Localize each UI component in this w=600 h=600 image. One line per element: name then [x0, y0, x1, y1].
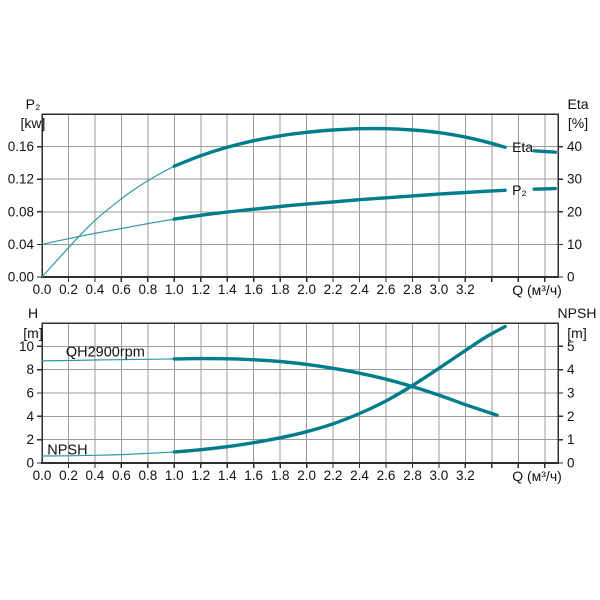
left-axis-title: [kw]	[21, 115, 46, 131]
annotation-npsh: NPSH	[47, 443, 87, 459]
right-tick-label: 30	[567, 172, 582, 187]
x-tick-label: 0.0	[33, 468, 52, 483]
left-tick-label: 8	[26, 362, 34, 377]
h-curve	[172, 356, 499, 417]
x-tick-label: 1.2	[191, 468, 210, 483]
x-tick-label: 0.2	[59, 282, 78, 297]
eta-curve-label: Eta	[512, 139, 533, 155]
right-tick-label: 4	[567, 362, 575, 377]
left-tick-label: 4	[26, 409, 34, 424]
left-tick-label: 0.08	[8, 204, 34, 219]
x-axis-title: Q (м³/ч)	[512, 282, 562, 298]
x-tick-label: 0.2	[59, 468, 78, 483]
x-tick-label: 2.8	[403, 282, 422, 297]
plot-border	[41, 113, 559, 278]
p2-curve-tail	[532, 186, 558, 191]
x-tick-label: 0.8	[138, 282, 157, 297]
x-tick-label: 0.6	[112, 468, 131, 483]
npsh-curve	[172, 324, 507, 454]
x-tick-label: 1.0	[165, 468, 184, 483]
p2-curve-label: P₂	[512, 182, 527, 198]
x-tick-label: 2.2	[324, 468, 343, 483]
x-tick-label: 2.6	[377, 282, 396, 297]
right-axis-title: [%]	[568, 115, 588, 131]
eta-curve-thin	[41, 165, 175, 278]
x-tick-label: 1.2	[191, 282, 210, 297]
x-tick-label: 2.4	[350, 282, 369, 297]
x-tick-label: 0.0	[33, 282, 52, 297]
x-tick-label: 3.0	[430, 282, 449, 297]
right-tick-label: 2	[567, 409, 575, 424]
left-tick-label: 0.00	[8, 270, 34, 285]
eta-curve-tail	[532, 149, 558, 154]
x-tick-label: 0.4	[86, 282, 105, 297]
x-tick-label: 2.8	[403, 468, 422, 483]
left-tick-label: 0.04	[8, 237, 35, 252]
left-axis-title: [m]	[23, 325, 42, 341]
left-tick-label: 10	[19, 339, 34, 354]
annotation-qh2900rpm: QH2900rpm	[66, 344, 145, 360]
x-tick-label: 1.6	[244, 282, 263, 297]
right-axis-title: NPSH	[558, 305, 597, 321]
x-axis-title: Q (м³/ч)	[512, 468, 562, 484]
x-tick-label: 3.0	[430, 468, 449, 483]
right-tick-label: 3	[567, 386, 575, 401]
eta-curve	[172, 126, 507, 168]
x-tick-label: 1.8	[271, 468, 290, 483]
x-tick-label: 2.0	[297, 468, 316, 483]
x-tick-label: 1.4	[218, 468, 237, 483]
right-axis-title: [m]	[567, 325, 586, 341]
npsh-curve-thin	[41, 451, 175, 457]
left-tick-label: 2	[26, 432, 34, 447]
x-tick-label: 1.4	[218, 282, 237, 297]
right-axis-title: Eta	[567, 96, 588, 112]
left-tick-label: 0.16	[8, 139, 34, 154]
x-tick-label: 2.4	[350, 468, 369, 483]
x-tick-label: 0.4	[86, 468, 105, 483]
p2-curve	[172, 188, 507, 221]
x-tick-label: 0.6	[112, 282, 131, 297]
h-curve-thin	[41, 358, 175, 362]
left-tick-label: 6	[26, 386, 34, 401]
x-tick-label: 3.2	[456, 282, 475, 297]
left-tick-label: 0.12	[8, 172, 34, 187]
x-tick-label: 1.6	[244, 468, 263, 483]
x-tick-label: 3.2	[456, 468, 475, 483]
right-tick-label: 1	[567, 432, 575, 447]
right-tick-label: 0	[567, 270, 575, 285]
x-tick-label: 2.2	[324, 282, 343, 297]
right-tick-label: 40	[567, 139, 582, 154]
p2-curve-thin	[41, 218, 175, 245]
left-axis-title: P₂	[26, 96, 41, 112]
x-tick-label: 1.0	[165, 282, 184, 297]
left-tick-label: 0	[26, 456, 34, 471]
right-tick-label: 0	[567, 456, 575, 471]
right-tick-label: 5	[567, 339, 575, 354]
x-tick-label: 0.8	[138, 468, 157, 483]
left-axis-title: H	[28, 305, 38, 321]
right-tick-label: 20	[567, 204, 582, 219]
x-tick-label: 2.6	[377, 468, 396, 483]
x-tick-label: 2.0	[297, 282, 316, 297]
right-tick-label: 10	[567, 237, 582, 252]
x-tick-label: 1.8	[271, 282, 290, 297]
